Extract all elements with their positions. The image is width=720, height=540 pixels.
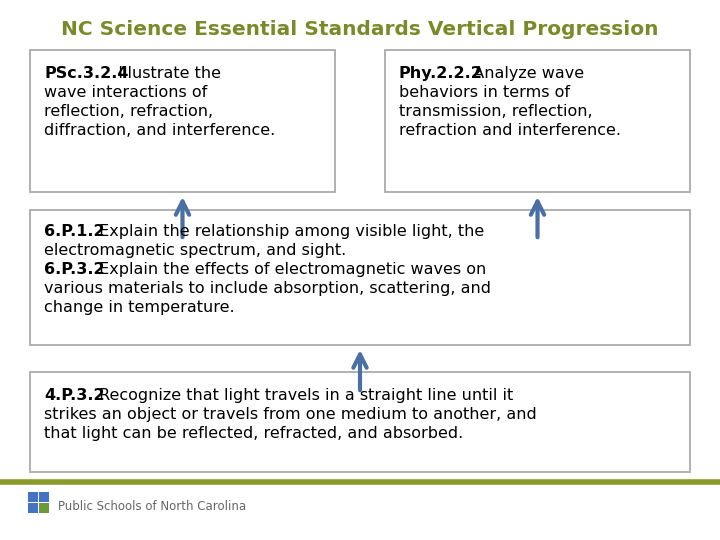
Text: Explain the relationship among visible light, the: Explain the relationship among visible l… [94, 224, 484, 239]
Text: various materials to include absorption, scattering, and: various materials to include absorption,… [44, 281, 491, 296]
Bar [28, 492, 38, 502]
Text: electromagnetic spectrum, and sight.: electromagnetic spectrum, and sight. [44, 243, 346, 258]
Bar [30, 50, 335, 192]
Text: 4.P.3.2: 4.P.3.2 [44, 388, 104, 403]
Bar [28, 503, 38, 513]
Text: wave interactions of: wave interactions of [44, 85, 207, 100]
Text: behaviors in terms of: behaviors in terms of [399, 85, 570, 100]
Bar [385, 50, 690, 192]
Text: reflection, refraction,: reflection, refraction, [44, 104, 213, 119]
Text: 6.P.1.2: 6.P.1.2 [44, 224, 104, 239]
Text: NC Science Essential Standards Vertical Progression: NC Science Essential Standards Vertical … [61, 20, 659, 39]
Text: Public Schools of North Carolina: Public Schools of North Carolina [58, 501, 246, 514]
Bar [39, 503, 49, 513]
Text: 6.P.3.2: 6.P.3.2 [44, 262, 104, 277]
Bar [39, 492, 49, 502]
Text: refraction and interference.: refraction and interference. [399, 123, 621, 138]
Text: diffraction, and interference.: diffraction, and interference. [44, 123, 275, 138]
Text: Illustrate the: Illustrate the [108, 66, 221, 81]
Bar [30, 372, 690, 472]
Text: Explain the effects of electromagnetic waves on: Explain the effects of electromagnetic w… [94, 262, 486, 277]
Text: transmission, reflection,: transmission, reflection, [399, 104, 593, 119]
Text: change in temperature.: change in temperature. [44, 300, 235, 315]
Text: that light can be reflected, refracted, and absorbed.: that light can be reflected, refracted, … [44, 426, 463, 441]
Text: Recognize that light travels in a straight line until it: Recognize that light travels in a straig… [94, 388, 513, 403]
Text: PSc.3.2.4: PSc.3.2.4 [44, 66, 128, 81]
Text: Phy.2.2.2: Phy.2.2.2 [399, 66, 483, 81]
Bar [30, 210, 690, 345]
Text: strikes an object or travels from one medium to another, and: strikes an object or travels from one me… [44, 407, 536, 422]
Text: Analyze wave: Analyze wave [463, 66, 585, 81]
